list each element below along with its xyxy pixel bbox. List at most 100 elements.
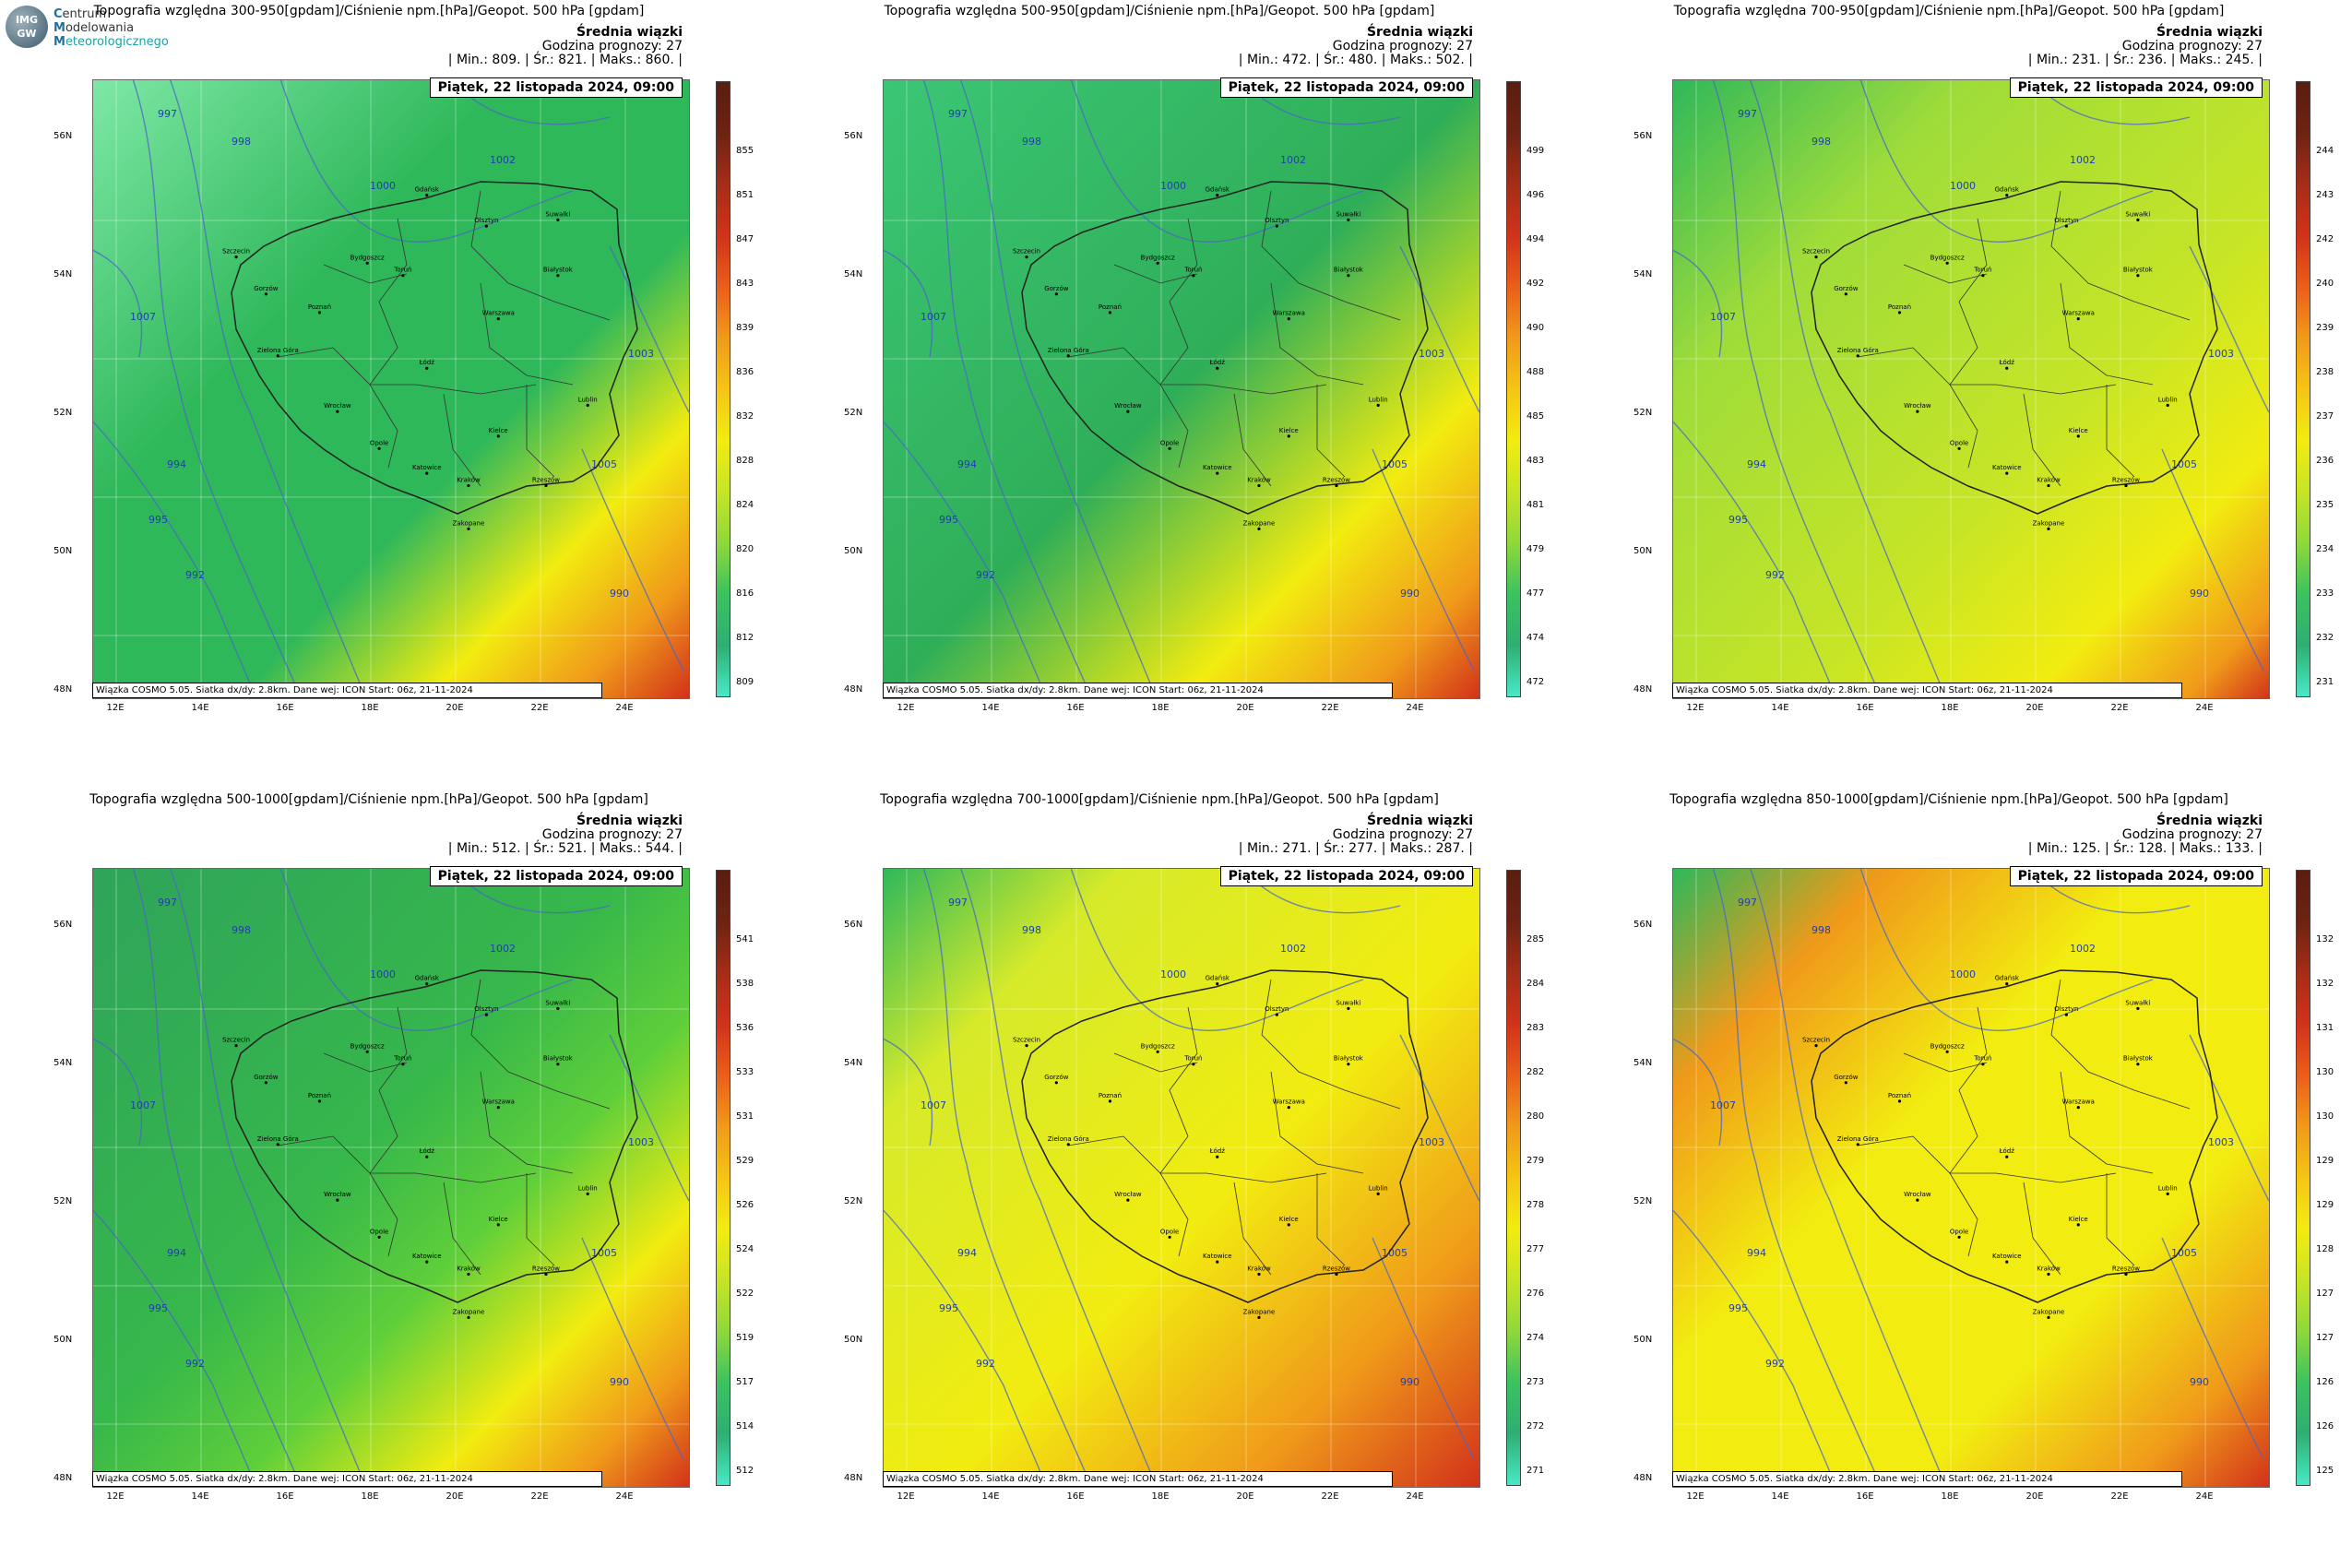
colorbar-label: 485 (1526, 411, 1545, 422)
panel-header-info: Średnia wiązki Godzina prognozy: 27 | Min.… (1894, 814, 2263, 856)
city-marker (1856, 1143, 1859, 1146)
colorbar-label: 272 (1526, 1421, 1545, 1431)
lat-tick-label: 48N (1633, 684, 1653, 695)
city-marker (1054, 292, 1058, 296)
isobar-line (1372, 1237, 1475, 1460)
lon-tick-label: 20E (445, 1491, 464, 1502)
city-marker (1287, 317, 1290, 321)
colorbar (2296, 870, 2310, 1486)
lon-tick-label: 24E (615, 703, 634, 713)
city-label: Katowice (1203, 1253, 1232, 1260)
isobar-label: 1007 (921, 311, 946, 323)
isobar-label: 995 (939, 514, 958, 526)
colorbar-label: 126 (2316, 1377, 2334, 1387)
city-label: Warszawa (482, 1099, 515, 1106)
region-border (1857, 1135, 2117, 1183)
city-label: Suwałki (1336, 999, 1360, 1006)
city-label: Rzeszów (2112, 477, 2140, 484)
colorbar-label: 481 (1526, 500, 1545, 510)
city-marker (496, 317, 500, 321)
city-marker (425, 194, 429, 197)
panel-title: Topografia względna 500-950[gpdam]/Ciśni… (884, 4, 1435, 18)
lon-tick-label: 24E (2195, 703, 2214, 713)
isobar-label: 1002 (2070, 943, 2096, 955)
isobar-line (1070, 869, 1364, 1032)
colorbar-label: 273 (1526, 1377, 1545, 1387)
colorbar-label: 529 (736, 1156, 754, 1166)
city-marker (2136, 218, 2140, 221)
city-label: Zielona Góra (1837, 347, 1879, 354)
isobar-line (959, 80, 1158, 698)
city-label: Gorzów (1834, 285, 1859, 292)
lon-tick-label: 16E (1066, 1491, 1085, 1502)
map-plot: 997 998 1000 1002 1003 1005 1007 994 995 992 990 Gd… (1672, 79, 2270, 699)
city-marker (377, 1235, 381, 1239)
colorbar-label: 277 (1526, 1244, 1545, 1254)
city-label: Toruń (393, 267, 411, 274)
model-footer: Wiązka COSMO 5.05. Siatka dx/dy: 2.8km. … (1672, 683, 2182, 698)
city-label: Łódź (419, 1147, 435, 1155)
city-marker (336, 410, 339, 413)
city-label: Poznań (1099, 1092, 1122, 1099)
city-marker (1192, 274, 1195, 278)
city-marker (1156, 1050, 1159, 1053)
city-label: Gdańsk (415, 186, 440, 194)
region-border (1067, 347, 1327, 395)
region-border (1949, 384, 1978, 469)
city-label: Kielce (489, 1216, 508, 1223)
isobar-line (922, 80, 1093, 698)
city-marker (1287, 434, 1290, 438)
model-footer: Wiązka COSMO 5.05. Siatka dx/dy: 2.8km. … (883, 1471, 1393, 1487)
colorbar (716, 81, 731, 697)
colorbar-label: 129 (2316, 1200, 2334, 1210)
city-label: Gorzów (254, 285, 279, 292)
colorbar-label: 282 (1526, 1067, 1545, 1077)
colorbar-label: 472 (1526, 677, 1545, 687)
city-label: Rzeszów (2112, 1265, 2140, 1273)
colorbar-label: 533 (736, 1067, 754, 1077)
city-label: Kraków (457, 1265, 481, 1273)
lon-tick-label: 14E (981, 703, 1000, 713)
field-fill (1673, 80, 2269, 698)
isobar-label: 997 (948, 897, 968, 909)
colorbar-label: 483 (1526, 456, 1545, 466)
isobar-label: 1000 (1950, 180, 1976, 192)
isobar-label: 994 (167, 458, 186, 470)
colorbar-label: 129 (2316, 1156, 2334, 1166)
stats-line: | Min.: 125. | Śr.: 128. | Maks.: 133. | (2027, 841, 2263, 856)
city-marker (1216, 471, 1219, 475)
panel-title: Topografia względna 850-1000[gpdam]/Ciśn… (1669, 792, 2228, 807)
lon-tick-label: 12E (897, 1491, 915, 1502)
city-marker (317, 1099, 322, 1103)
city-marker (2136, 1063, 2140, 1066)
city-marker (276, 354, 279, 358)
city-label: Toruń (1973, 1055, 1991, 1063)
colorbar-label: 524 (736, 1244, 754, 1254)
lon-tick-label: 14E (1771, 1491, 1789, 1502)
isobar-line (884, 1038, 933, 1146)
city-marker (1957, 1235, 1961, 1239)
city-label: Kraków (457, 477, 481, 484)
city-label: Toruń (1183, 267, 1202, 274)
isobar-label: 1003 (1419, 1136, 1444, 1148)
isobar-line (1749, 80, 1947, 698)
city-label: Wrocław (1904, 402, 1931, 410)
colorbar-label: 490 (1526, 323, 1545, 333)
city-label: Warszawa (2062, 1099, 2095, 1106)
city-label: Opole (370, 439, 389, 446)
colorbar-label: 285 (1526, 934, 1545, 944)
city-marker (1957, 446, 1961, 450)
city-marker (2076, 1223, 2080, 1227)
lon-tick-label: 20E (445, 703, 464, 713)
isobar-label: 1003 (1419, 348, 1444, 360)
city-label: Szczecin (1013, 1037, 1040, 1044)
isobar-label: 990 (1400, 588, 1420, 600)
city-label: Katowice (1992, 464, 2022, 471)
lon-tick-label: 12E (106, 703, 125, 713)
city-label: Wrocław (1114, 1191, 1142, 1198)
city-marker (317, 311, 322, 315)
city-marker (425, 1260, 429, 1264)
city-marker (1814, 255, 1818, 259)
lon-tick-label: 18E (1941, 703, 1959, 713)
city-marker (1287, 1223, 1290, 1227)
